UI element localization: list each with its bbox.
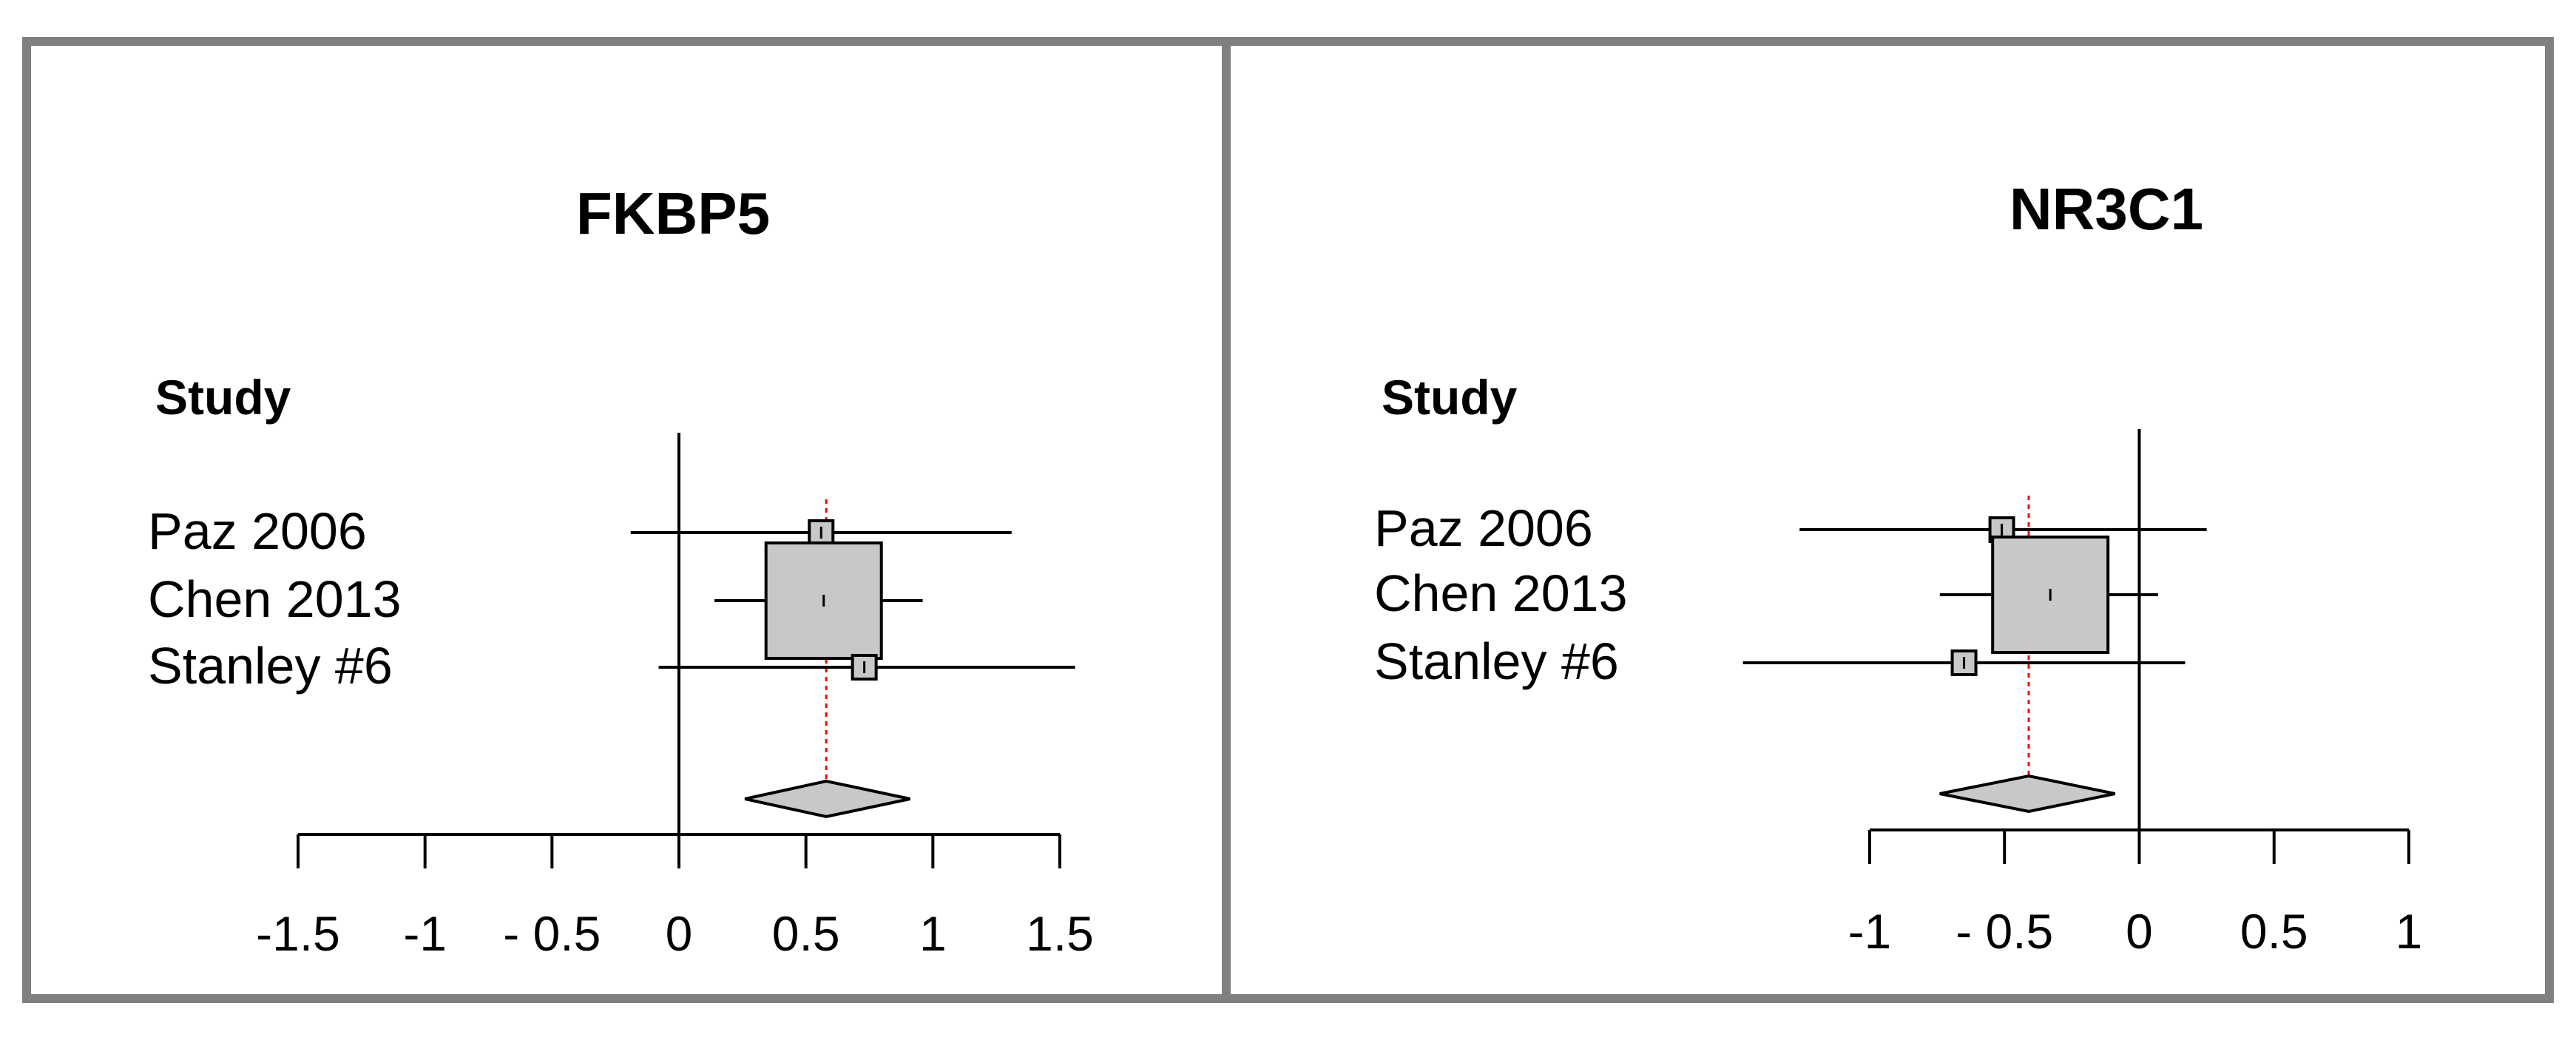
study-label: Stanley #6 [148,637,393,695]
x-tick-label: - 0.5 [1955,904,2053,959]
study-label: Paz 2006 [1374,499,1593,557]
study-estimate-box [808,519,835,546]
study-label: Stanley #6 [1374,632,1619,690]
panel-fkbp5: FKBP5 Study -1.5 -1 - 0.5 0 0.5 1 1.5 Paz 2006 C… [148,180,1094,961]
study-label: Chen 2013 [148,570,402,628]
x-tick-label: -1 [1848,904,1892,959]
panel-title: FKBP5 [576,180,770,246]
summary-diamond [1939,774,2116,814]
study-label: Chen 2013 [1374,564,1628,622]
study-column-header: Study [155,370,291,425]
x-tick-label: - 0.5 [503,906,601,961]
x-tick-label: 0 [666,906,693,961]
x-tick-label: 0.5 [772,906,840,961]
x-tick-label: 1 [919,906,947,961]
x-tick-label: -1.5 [256,906,340,961]
study-column-header: Study [1382,370,1518,425]
x-tick-label: 0.5 [2240,904,2308,959]
x-tick-label: -1 [403,906,447,961]
panel-nr3c1: NR3C1 Study -1 - 0.5 0 0.5 1 Paz 2006 Chen 201… [1374,176,2422,959]
study-label: Paz 2006 [148,502,367,560]
panel-title: NR3C1 [2009,176,2203,242]
summary-diamond [744,779,910,819]
x-tick-label: 0 [2126,904,2153,959]
study-estimate-box [1950,649,1978,676]
outer-frame [22,37,2554,1003]
x-tick-label: 1.5 [1026,906,1094,961]
x-tick-label: 1 [2396,904,2423,959]
